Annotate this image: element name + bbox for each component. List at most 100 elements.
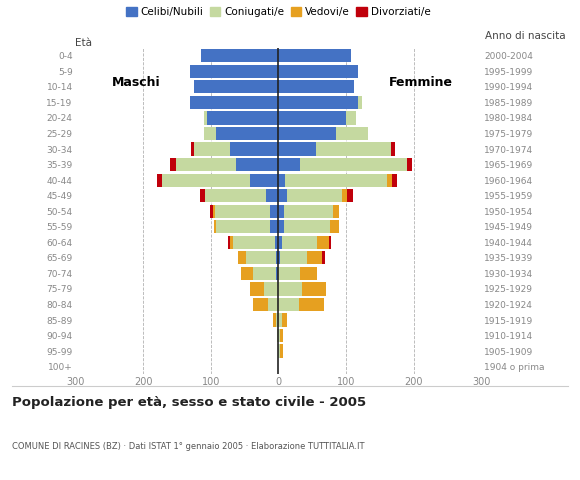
Bar — [278, 329, 280, 342]
Bar — [284, 220, 330, 233]
Bar — [190, 96, 278, 109]
Bar — [322, 251, 325, 264]
Bar — [266, 189, 278, 202]
Bar — [316, 143, 392, 156]
Bar — [162, 173, 250, 187]
Bar — [238, 251, 246, 264]
Bar — [278, 282, 302, 296]
Bar — [277, 329, 278, 342]
Bar — [276, 267, 278, 280]
Text: COMUNE DI RACINES (BZ) · Dati ISTAT 1° gennaio 2005 · Elaborazione TUTTITALIA.IT: COMUNE DI RACINES (BZ) · Dati ISTAT 1° g… — [12, 442, 364, 451]
Bar — [278, 298, 299, 311]
Bar — [253, 298, 268, 311]
Bar — [282, 236, 317, 249]
Bar — [278, 313, 282, 326]
Bar — [268, 298, 278, 311]
Bar — [330, 220, 339, 233]
Bar — [215, 204, 270, 218]
Bar — [317, 236, 329, 249]
Text: Anno di nascita: Anno di nascita — [485, 31, 566, 41]
Bar — [246, 251, 276, 264]
Bar — [392, 143, 395, 156]
Bar — [278, 267, 300, 280]
Bar — [275, 236, 278, 249]
Bar — [347, 189, 353, 202]
Bar — [278, 189, 287, 202]
Bar — [278, 204, 284, 218]
Bar — [170, 158, 176, 171]
Bar — [278, 49, 351, 62]
Bar — [194, 143, 230, 156]
Bar — [342, 189, 347, 202]
Bar — [278, 127, 336, 140]
Bar — [285, 173, 387, 187]
Text: Età: Età — [75, 38, 92, 48]
Bar — [233, 236, 275, 249]
Bar — [302, 282, 326, 296]
Bar — [213, 204, 215, 218]
Bar — [407, 158, 412, 171]
Legend: Celibi/Nubili, Coniugati/e, Vedovi/e, Divorziati/e: Celibi/Nubili, Coniugati/e, Vedovi/e, Di… — [122, 3, 435, 21]
Bar — [237, 158, 278, 171]
Bar — [216, 220, 270, 233]
Bar — [276, 313, 278, 326]
Bar — [270, 204, 278, 218]
Bar — [280, 329, 283, 342]
Bar — [263, 282, 278, 296]
Bar — [278, 236, 282, 249]
Bar — [201, 49, 278, 62]
Bar — [204, 111, 207, 124]
Bar — [287, 189, 342, 202]
Bar — [270, 220, 278, 233]
Bar — [278, 220, 284, 233]
Bar — [278, 173, 285, 187]
Bar — [276, 251, 278, 264]
Bar — [387, 173, 392, 187]
Bar — [216, 127, 278, 140]
Bar — [278, 158, 300, 171]
Bar — [278, 80, 354, 94]
Bar — [157, 173, 162, 187]
Bar — [253, 267, 276, 280]
Bar — [191, 143, 194, 156]
Bar — [190, 65, 278, 78]
Bar — [346, 111, 356, 124]
Bar — [358, 96, 362, 109]
Bar — [284, 204, 332, 218]
Bar — [273, 313, 276, 326]
Bar — [200, 189, 205, 202]
Bar — [205, 189, 266, 202]
Bar — [280, 251, 307, 264]
Bar — [278, 345, 280, 358]
Bar — [241, 267, 253, 280]
Bar — [250, 282, 263, 296]
Bar — [300, 267, 317, 280]
Bar — [282, 313, 287, 326]
Bar — [210, 204, 213, 218]
Bar — [299, 298, 324, 311]
Bar — [214, 220, 216, 233]
Bar — [227, 236, 230, 249]
Bar — [280, 345, 283, 358]
Bar — [230, 143, 278, 156]
Bar — [230, 236, 233, 249]
Text: Femmine: Femmine — [389, 76, 452, 89]
Bar — [278, 143, 316, 156]
Bar — [204, 127, 216, 140]
Bar — [250, 173, 278, 187]
Bar — [176, 158, 237, 171]
Bar — [329, 236, 331, 249]
Bar — [278, 96, 358, 109]
Bar — [194, 80, 278, 94]
Bar — [307, 251, 322, 264]
Bar — [392, 173, 397, 187]
Bar — [332, 204, 339, 218]
Bar — [278, 111, 346, 124]
Text: Popolazione per età, sesso e stato civile - 2005: Popolazione per età, sesso e stato civil… — [12, 396, 366, 408]
Bar — [207, 111, 278, 124]
Text: Maschi: Maschi — [112, 76, 161, 89]
Bar — [300, 158, 407, 171]
Bar — [336, 127, 368, 140]
Bar — [278, 251, 280, 264]
Bar — [278, 65, 358, 78]
